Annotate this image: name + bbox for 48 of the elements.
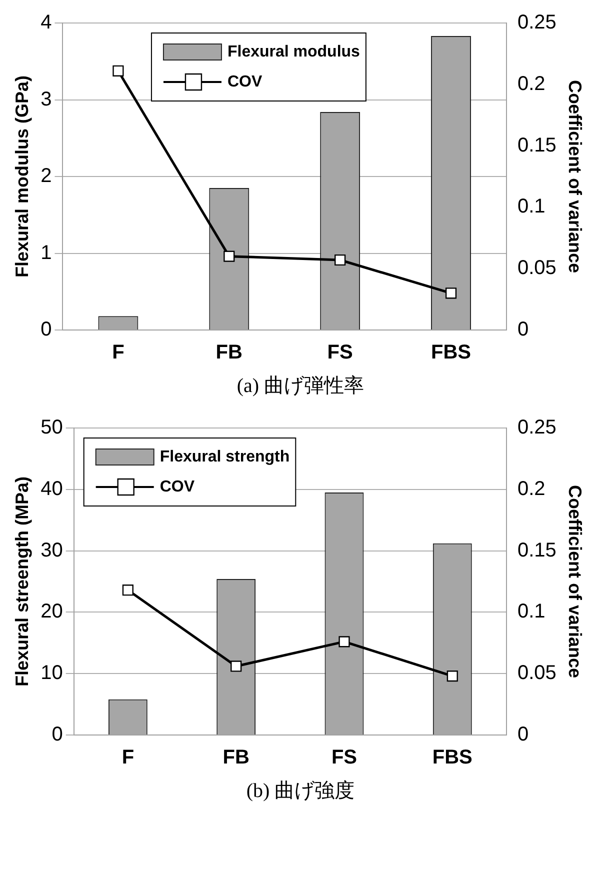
y2-tick-label: 0.1 xyxy=(517,196,546,218)
x-tick-label: FB xyxy=(222,746,250,769)
y-tick-label: 10 xyxy=(40,662,63,684)
point xyxy=(230,660,242,672)
y2-tick-label: 0.2 xyxy=(517,478,546,500)
x-tick-label: FB xyxy=(216,342,242,364)
y-tick-label: 4 xyxy=(40,12,52,34)
y2-tick-label: 0.15 xyxy=(517,539,556,562)
y-tick-label: 30 xyxy=(40,539,63,562)
x-tick-label: F xyxy=(112,342,124,364)
y2-tick-label: 0.05 xyxy=(517,257,556,280)
legend-label: COV xyxy=(160,478,195,496)
y2-tick-label: 0 xyxy=(517,318,529,341)
y-axis-title: Flexural streength (MPa) xyxy=(12,476,32,687)
point xyxy=(224,250,235,262)
y-tick-label: 40 xyxy=(40,478,63,500)
point xyxy=(122,584,134,596)
y-tick-label: 0 xyxy=(40,318,52,341)
point xyxy=(446,670,458,682)
y-tick-label: 1 xyxy=(40,242,52,264)
point xyxy=(338,636,350,648)
point xyxy=(445,288,457,299)
y2-tick-label: 0.15 xyxy=(517,134,556,156)
x-tick-label: F xyxy=(122,746,134,769)
y2-tick-label: 0.25 xyxy=(517,12,556,34)
legend-label: Flexural modulus xyxy=(227,43,360,60)
x-tick-label: FS xyxy=(331,746,358,769)
y2-tick-label: 0.25 xyxy=(517,416,556,439)
legend-label: Flexural strength xyxy=(160,448,290,466)
y2-tick-label: 0.05 xyxy=(517,662,556,684)
x-tick-label: FBS xyxy=(431,342,472,364)
y2-axis-title: Coefficient of variance xyxy=(565,484,586,678)
y2-tick-label: 0.1 xyxy=(517,600,546,623)
y-axis-title: Flexural modulus (GPa) xyxy=(12,75,32,278)
y-tick-label: 3 xyxy=(40,88,52,110)
y2-tick-label: 0.2 xyxy=(517,72,546,95)
point xyxy=(334,254,346,266)
y-tick-label: 2 xyxy=(40,165,52,188)
y-tick-label: 20 xyxy=(40,600,63,623)
text: (a) 曲げ弾性率 xyxy=(236,374,366,399)
legend-label: COV xyxy=(227,73,262,90)
y2-axis-title: Coefficient of variance xyxy=(565,80,586,274)
y-tick-label: 50 xyxy=(40,416,63,439)
y-tick-label: 0 xyxy=(52,724,63,746)
y2-tick-label: 0 xyxy=(517,724,529,746)
x-tick-label: FBS xyxy=(432,746,472,769)
x-tick-label: FS xyxy=(327,342,353,364)
text: (b) 曲げ強度 xyxy=(245,779,356,804)
